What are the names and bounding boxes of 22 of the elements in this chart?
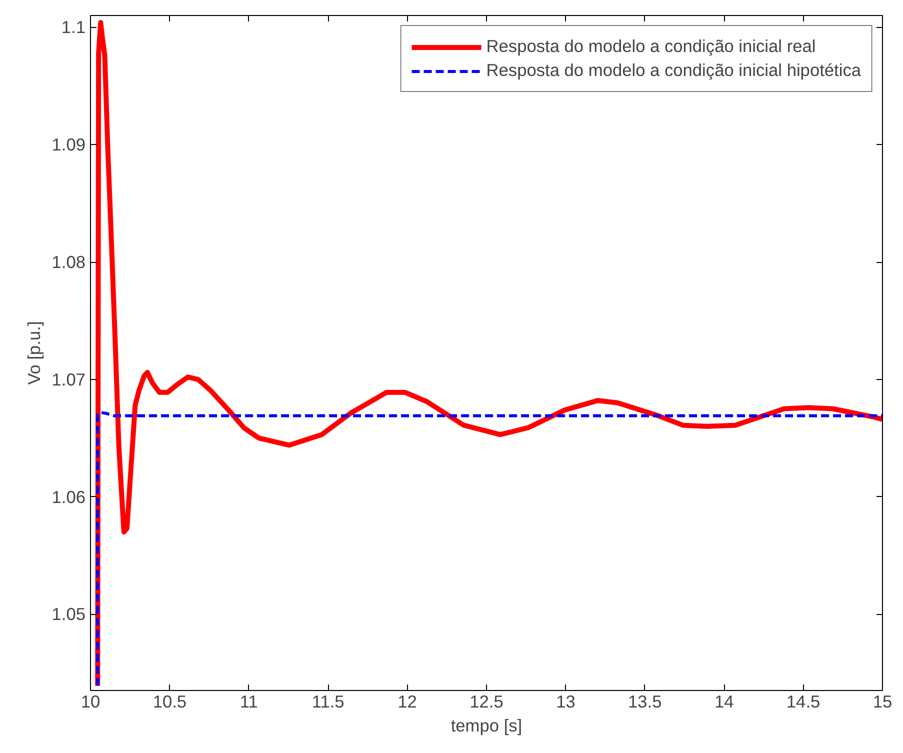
legend-label: Resposta do modelo a condição inicial hipotética [486, 60, 861, 81]
x-tick-label: 14.5 [786, 692, 820, 712]
x-axis-title: tempo [s] [450, 716, 522, 736]
y-tick-label: 1.06 [52, 486, 86, 507]
x-tick-label: 11.5 [312, 692, 344, 712]
line-series [96, 410, 882, 688]
x-tick-label: 13 [556, 692, 576, 712]
y-tick-label: 1.05 [52, 604, 86, 624]
legend-label: Resposta do modelo a condição inicial real [486, 36, 816, 57]
x-tick-label: 14 [714, 692, 734, 712]
x-tick-label: 12.5 [470, 692, 504, 712]
x-tick-label: 15 [872, 692, 892, 712]
x-tick-label: 12 [398, 692, 417, 712]
x-tick-label: 11 [240, 692, 258, 712]
y-tick-label: 1.07 [52, 369, 86, 390]
y-axis-title: Vo [p.u.] [24, 321, 44, 385]
x-tick-label: 13.5 [628, 692, 662, 712]
x-tick-label: 10 [80, 692, 100, 712]
y-tick-label: 1.09 [52, 134, 86, 155]
y-tick-label: 1.1 [61, 17, 86, 38]
x-tick-label: 10.5 [152, 692, 187, 712]
y-tick-label: 1.08 [52, 252, 86, 272]
